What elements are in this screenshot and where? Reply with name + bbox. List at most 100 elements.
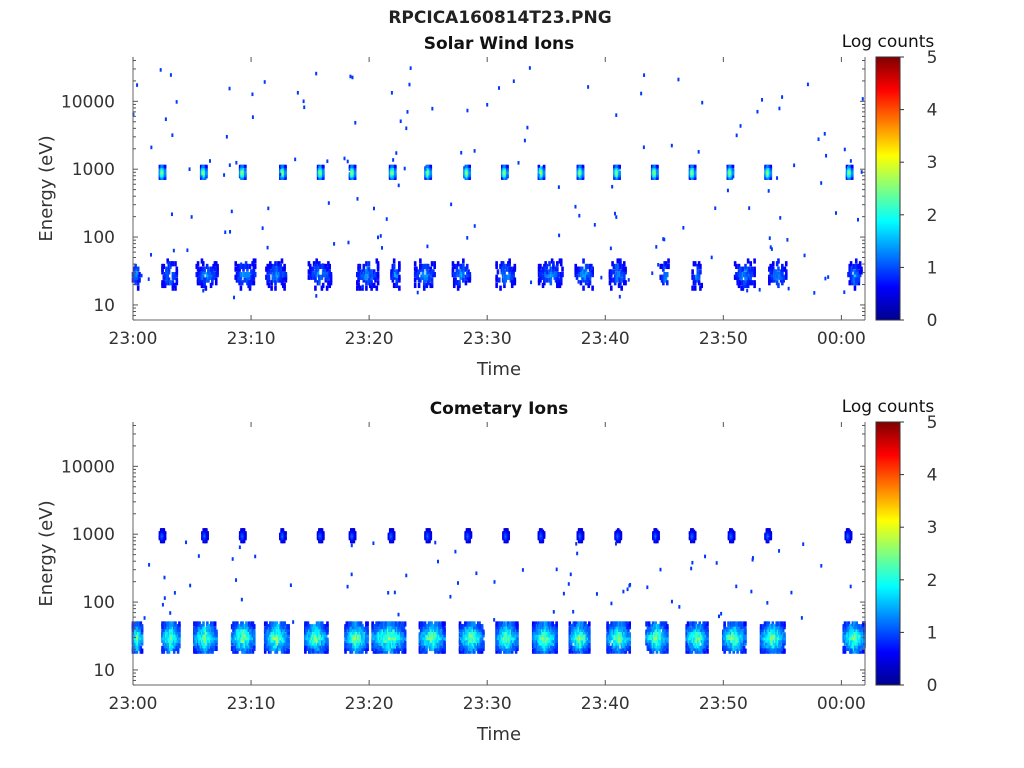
data-cell (366, 621, 369, 627)
data-cell (377, 648, 381, 654)
data-cell (499, 285, 502, 291)
data-cell (495, 263, 498, 270)
data-cell (753, 269, 756, 275)
data-cell (322, 169, 325, 173)
data-cell (425, 282, 429, 289)
data-cell (428, 274, 431, 280)
scatter-cell (823, 132, 826, 136)
data-cell (234, 274, 238, 280)
data-cell (422, 637, 426, 643)
data-cell (541, 629, 544, 635)
data-cell (216, 269, 219, 275)
data-cell (435, 624, 439, 630)
data-cell (207, 632, 210, 638)
data-cell (625, 629, 629, 635)
data-cell (531, 629, 535, 635)
data-cell (251, 626, 255, 633)
data-cell (178, 643, 181, 649)
data-cell (691, 634, 695, 641)
data-cell (456, 261, 460, 267)
data-cell (430, 629, 433, 635)
data-cell (699, 263, 702, 270)
data-cell (402, 637, 406, 643)
data-cell (238, 640, 242, 646)
scatter-cell (779, 216, 782, 220)
data-cell (398, 263, 401, 270)
data-cell (691, 269, 694, 275)
scatter-cell (781, 95, 784, 99)
data-cell (697, 271, 701, 278)
data-cell (355, 643, 359, 649)
data-cell (512, 269, 515, 275)
data-cell (606, 643, 609, 649)
data-cell (462, 277, 465, 283)
scatter-cell (403, 166, 406, 171)
data-cell (544, 266, 547, 272)
data-cell (413, 261, 417, 267)
data-cell (546, 626, 549, 633)
data-cell (308, 269, 312, 275)
data-cell (174, 285, 177, 291)
data-cell (613, 280, 617, 286)
data-cell (556, 266, 559, 272)
scatter-cell (857, 217, 860, 222)
data-cell (749, 274, 753, 280)
data-cell (396, 269, 400, 275)
data-cell (403, 640, 407, 646)
data-cell (204, 285, 208, 291)
data-cell (415, 266, 418, 272)
data-cell (741, 637, 745, 643)
data-cell (706, 621, 709, 627)
data-cell (327, 266, 330, 272)
data-cell (362, 263, 366, 270)
data-cell (403, 621, 407, 627)
data-cell (623, 643, 626, 649)
data-cell (588, 640, 591, 646)
data-cell (267, 282, 271, 289)
data-cell (282, 629, 285, 635)
data-cell (213, 626, 217, 633)
data-cell (171, 280, 175, 286)
data-cell (537, 280, 541, 286)
data-cell (452, 263, 456, 270)
data-cell (269, 643, 272, 649)
data-cell (353, 531, 357, 535)
data-cell (176, 648, 180, 654)
data-cell (279, 632, 283, 638)
data-cell (663, 263, 666, 270)
data-cell (731, 167, 735, 171)
data-cell (777, 271, 780, 278)
scatter-cell (769, 245, 772, 249)
scatter-cell (406, 110, 409, 114)
data-cell (132, 648, 136, 654)
data-cell (140, 637, 144, 643)
data-cell (344, 648, 347, 654)
scatter-cell (271, 268, 274, 272)
data-cell (654, 629, 657, 635)
data-cell (205, 263, 209, 270)
data-cell (271, 621, 275, 627)
data-cell (724, 629, 728, 635)
data-cell (313, 626, 316, 633)
data-cell (419, 626, 423, 633)
data-cell (178, 624, 181, 630)
data-cell (510, 648, 514, 654)
data-cell (666, 634, 669, 641)
data-cell (325, 285, 329, 291)
data-cell (666, 637, 669, 643)
scatter-cell (558, 233, 561, 238)
data-cell (401, 629, 404, 635)
data-cell (543, 269, 546, 275)
data-cell (508, 258, 511, 264)
data-cell (247, 645, 251, 652)
data-cell (166, 258, 170, 264)
scatter-cell (761, 98, 764, 102)
data-cell (208, 640, 212, 646)
scatter-cell (369, 274, 372, 278)
data-cell (394, 170, 397, 174)
data-cell (244, 170, 247, 174)
data-cell (610, 626, 613, 633)
data-cell (516, 621, 519, 627)
data-cell (650, 624, 654, 630)
data-cell (732, 531, 736, 535)
